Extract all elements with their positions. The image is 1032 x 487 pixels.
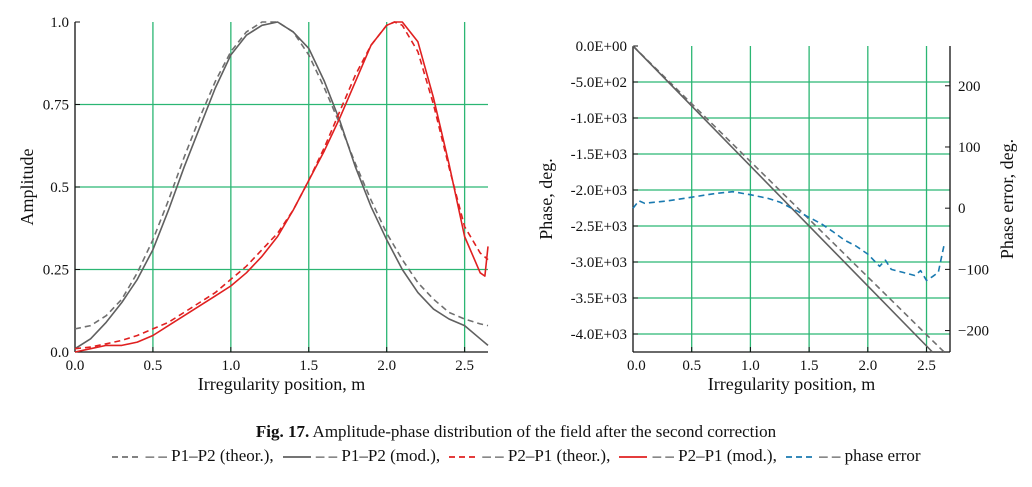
- y-tick-label: 1.0: [50, 15, 69, 31]
- legend-item: – – P2–P1 (theor.),: [448, 446, 610, 466]
- x-tick-label: 1.5: [299, 358, 318, 374]
- legend-swatch: [112, 456, 141, 458]
- x-axis-label: Irregularity position, m: [198, 374, 365, 394]
- right-tick-label: 200: [958, 79, 981, 95]
- y-tick-label: 0.25: [43, 263, 69, 279]
- series-line: [74, 21, 489, 353]
- y-tick-label: 0.0E+00: [576, 39, 627, 55]
- caption-number: Fig. 17.: [255, 422, 310, 441]
- y-tick-label: -3.5E+03: [571, 291, 627, 307]
- x-tick-label: 0.0: [66, 358, 85, 374]
- y-tick-label: -5.0E+02: [571, 75, 627, 91]
- x-tick-label: 2.0: [377, 358, 396, 374]
- y-tick-label: -2.5E+03: [571, 219, 627, 235]
- y-tick-label: -2.0E+03: [571, 183, 627, 199]
- right-tick-label: −100: [958, 262, 989, 278]
- legend-item: – – phase error: [785, 446, 921, 466]
- x-tick-label: 1.0: [741, 358, 760, 374]
- amplitude-chart: 0.0 0.5 1.0 1.5 2.0 2.50.00.250.50.751.0Irreg…: [17, 15, 489, 394]
- right-tick-label: −200: [958, 324, 989, 340]
- y-axis-label: Amplitude: [17, 148, 37, 225]
- y-tick-label: -3.0E+03: [571, 255, 627, 271]
- series-line: [632, 190, 945, 282]
- legend-label: – – P1–P2 (theor.),: [141, 446, 274, 465]
- series-line: [74, 21, 489, 330]
- legend-item: – – P1–P2 (mod.),: [282, 446, 440, 466]
- y-axis-label: Phase, deg.: [536, 158, 556, 239]
- legend-item: – – P2–P1 (mod.),: [618, 446, 777, 466]
- legend-label: – – P2–P1 (mod.),: [648, 446, 777, 465]
- legend-item: – – P1–P2 (theor.),: [111, 446, 274, 466]
- legend-swatch: [785, 456, 814, 458]
- y-tick-label: -1.5E+03: [571, 147, 627, 163]
- x-tick-label: 1.0: [221, 358, 240, 374]
- x-tick-label: 0.5: [144, 358, 163, 374]
- series-line: [74, 21, 489, 350]
- x-tick-label: 0.0: [627, 358, 646, 374]
- caption-text: Amplitude-phase distribution of the fiel…: [312, 422, 777, 441]
- y-tick-label: 0.75: [43, 98, 69, 114]
- x-tick-label: 2.5: [455, 358, 474, 374]
- legend-label: – – phase error: [814, 446, 921, 465]
- series-line: [632, 45, 933, 353]
- y-tick-label: 0.5: [50, 180, 69, 196]
- x-tick-label: 2.5: [917, 358, 936, 374]
- y-tick-label: 0.0: [50, 345, 69, 361]
- phase-chart: 0.0 0.5 1.0 1.5 2.0 2.5 0.0E+00 -5.0E+02 -1.0E+0…: [536, 39, 1017, 394]
- legend-label: – – P2–P1 (theor.),: [478, 446, 611, 465]
- series-line: [74, 21, 489, 350]
- y-tick-label: -1.0E+03: [571, 111, 627, 127]
- legend-label: – – P1–P2 (mod.),: [311, 446, 441, 465]
- x-tick-label: 1.5: [800, 358, 819, 374]
- figure: 0.0 0.5 1.0 1.5 2.0 2.50.00.250.50.751.0Irreg…: [17, 15, 1017, 394]
- y-tick-label: -4.0E+03: [571, 327, 627, 343]
- legend-swatch: [449, 456, 478, 458]
- legend-swatch: [282, 456, 311, 458]
- legend-swatch: [619, 456, 648, 458]
- right-axis-label: Phase error, deg.: [997, 139, 1017, 259]
- x-tick-label: 0.5: [682, 358, 701, 374]
- x-axis-label: Irregularity position, m: [708, 374, 875, 394]
- x-tick-label: 2.0: [858, 358, 877, 374]
- right-tick-label: 0: [958, 201, 966, 217]
- legend: – – P1–P2 (theor.), – – P1–P2 (mod.), – …: [0, 446, 1032, 466]
- figure-caption: Fig. 17. Amplitude-phase distribution of…: [0, 422, 1032, 442]
- series-line: [632, 45, 945, 353]
- right-tick-label: 100: [958, 140, 981, 156]
